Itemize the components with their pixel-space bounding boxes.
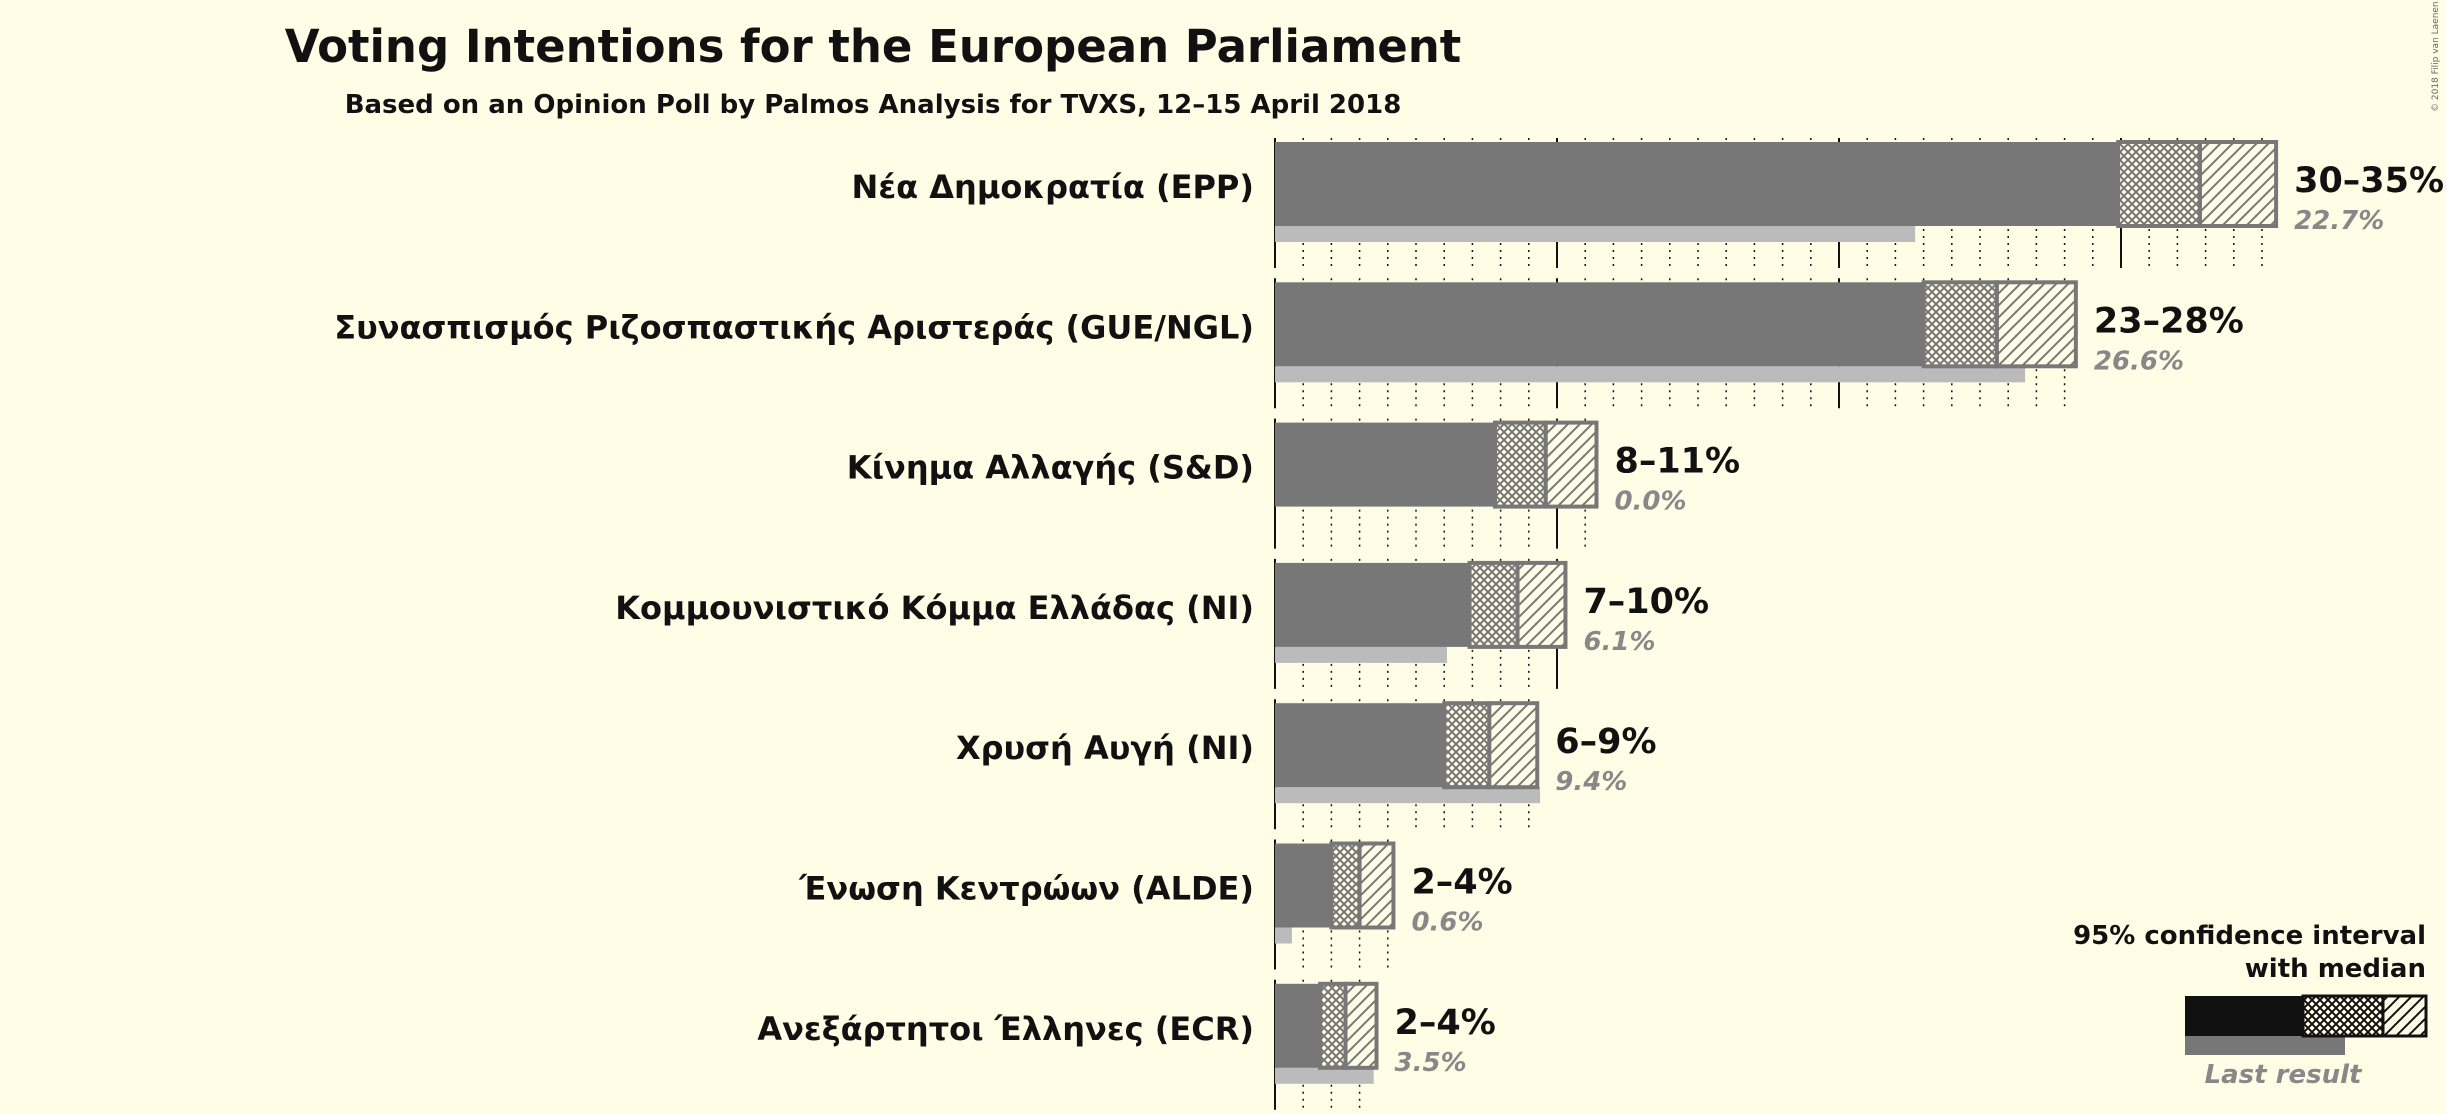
ci-solid-bar [1275,703,1445,788]
range-label: 6–9% [1555,722,1656,762]
last-result-bar [1275,366,2026,383]
category-label: Χρυσή Αυγή (NI) [956,729,1254,767]
category-label: Κομμουνιστικό Κόμμα Ελλάδας (NI) [615,589,1254,627]
ci-crosshatch-bar [1492,420,1548,509]
last-result-bar [1275,1067,1374,1084]
range-label: 2–4% [1395,1003,1496,1043]
range-label: 8–11% [1614,442,1740,482]
legend: 95% confidence interval with median Last… [2073,921,2428,1090]
last-result-label: 26.6% [2094,346,2184,376]
legend-title-line2: with median [2245,954,2426,984]
range-label: 30–35% [2294,161,2444,201]
range-label: 7–10% [1583,582,1709,622]
bars-group [1275,140,2279,1084]
copyright-notice: © 2018 Filip van Laenen [2431,1,2441,112]
last-result-label: 0.0% [1614,487,1686,517]
ci-crosshatch-bar [1467,560,1520,649]
legend-title-line1: 95% confidence interval [2073,921,2426,951]
last-result-label: 22.7% [2294,206,2384,236]
ci-hatch-bar [2197,140,2279,228]
ci-solid-bar [1275,843,1332,928]
ci-crosshatch-bar [2116,140,2202,228]
category-label: Ένωση Κεντρώων (ALDE) [798,870,1254,908]
last-result-label: 3.5% [1395,1048,1467,1078]
labels-group: Νέα Δημοκρατία (EPP) 30–35% 22.7% Συνασπισμ… [334,161,2444,1078]
ci-crosshatch-bar [1329,841,1362,930]
ci-solid-bar [1275,983,1321,1068]
legend-ci-hatch-swatch [2381,994,2428,1038]
ci-solid-bar [1275,562,1470,647]
category-label: Συνασπισμός Ριζοσπαστικής Αριστεράς (GUE… [334,308,1254,346]
ci-hatch-bar [1343,981,1379,1070]
last-result-label: 6.1% [1583,627,1655,657]
legend-ci-crosshatch-swatch [2301,994,2385,1038]
category-label: Νέα Δημοκρατία (EPP) [852,168,1254,206]
ci-hatch-bar [1357,841,1396,930]
range-label: 2–4% [1411,863,1512,903]
range-label: 23–28% [2094,301,2244,341]
last-result-bar [1275,927,1292,944]
last-result-label: 0.6% [1411,908,1483,938]
chart-title: Voting Intentions for the European Parli… [285,20,1462,73]
ci-crosshatch-bar [1442,701,1492,790]
ci-hatch-bar [1994,280,2078,369]
ci-hatch-bar [1543,420,1599,509]
ci-solid-bar [1275,282,1924,367]
last-result-label: 9.4% [1555,767,1627,797]
ci-hatch-bar [1487,701,1540,790]
legend-ci-solid-swatch [2185,996,2303,1036]
ci-crosshatch-bar [1318,981,1348,1070]
legend-last-result-label: Last result [2205,1060,2363,1090]
last-result-bar [1275,226,1916,242]
ci-solid-bar [1275,422,1495,507]
ci-solid-bar [1275,142,2119,226]
ci-hatch-bar [1515,560,1568,649]
chart-subtitle: Based on an Opinion Poll by Palmos Analy… [345,90,1402,120]
category-label: Κίνημα Αλλαγής (S&D) [847,449,1254,487]
last-result-bar [1275,646,1448,663]
last-result-bar [1275,787,1541,804]
ci-crosshatch-bar [1921,280,1999,369]
category-label: Ανεξάρτητοι Έλληνες (ECR) [757,1010,1254,1048]
